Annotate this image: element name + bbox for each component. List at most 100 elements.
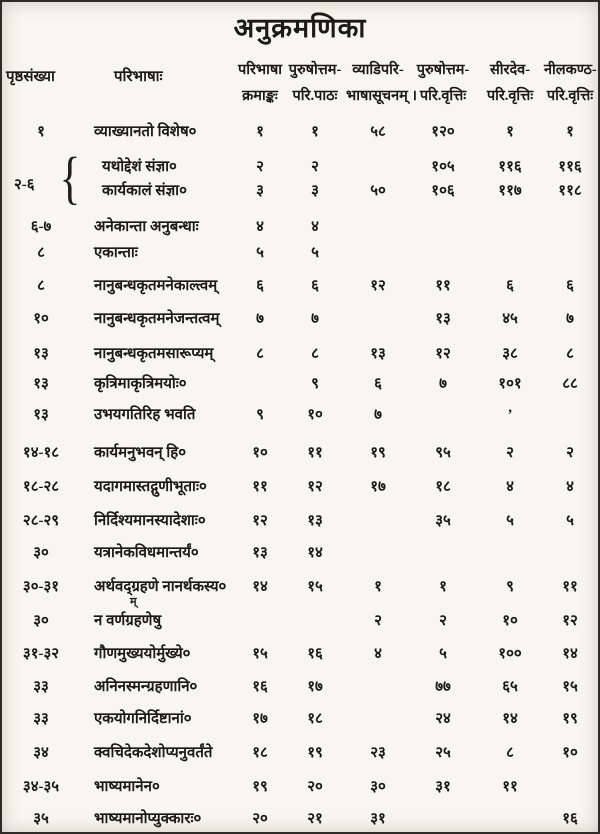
path-cell: ६ [311,278,319,294]
table-row: १० नानुबन्धकृतमनेजन्तत्वम् ७ ७ १३ ४५ ७ [6,309,598,329]
siradeva-cell: १०० [498,646,522,662]
vyadi-cell: ६ [374,376,382,392]
vrtti-cell [410,243,476,263]
paribhasha-cell: न वर्णग्रहणेषु [94,613,162,629]
table-row: १३ उभयगतिरिह भवति ९ १० ७ ’ [6,405,598,425]
path-cell: १२ [307,479,323,495]
column-header-siradeva: सीरदेव- [489,62,531,78]
page-range-cell: ३३ [33,679,49,695]
kramanka-cell: २० [252,811,268,827]
paribhasha-cell: एकान्ताः [94,245,138,261]
path-cell: १८ [307,711,323,727]
nilakantha-cell [544,543,596,563]
paribhasha-cell: नानुबन्धकृतमसारूप्यम् [94,346,214,362]
path-cell: १९ [307,745,323,761]
kramanka-cell: २ [256,159,264,175]
nilakantha-cell: १ [566,124,574,140]
nilakantha-cell: १९ [562,711,578,727]
page-range-cell: १८-२८ [22,479,60,495]
kramanka-cell: ११ [252,479,268,495]
vyadi-cell [346,157,410,177]
table-row: ३५ भाष्यमानोप्युक्कारः० २० २१ ३१ १६ [6,809,598,829]
siradeva-cell: १०१ [498,376,522,392]
page-range-cell: १३ [33,407,49,423]
paribhasha-cell: यथोद्देशं संज्ञा० [102,159,177,175]
page-range-cell: ३० [33,613,49,629]
path-cell: १४ [307,545,323,561]
path-cell: ११ [307,445,323,461]
nilakantha-cell: ४ [566,479,574,495]
paribhasha-cell: भाष्यमानेन० [94,779,160,795]
table-row: ३०-३१ अर्थवद्ग्रहणे नानर्थकस्य० १४ १५ १ १ ९ ११ [6,577,598,597]
table-row: ३४ क्वचिदेकदेशोप्यनुवर्तंते १८ १९ २३ २५ ८ १० [6,743,598,763]
siradeva-cell [476,809,544,829]
table-row: ३४-३५ भाष्यमानेन० १९ २० ३० ३१ ११ [6,777,598,797]
kramanka-cell [236,374,284,394]
kramanka-cell: १ [256,124,264,140]
vyadi-cell: २ [374,613,382,629]
column-header-siradeva-sub: परि.वृत्तिः [486,88,534,104]
table-row: १८-२८ यदागमास्तद्गुणीभूताः० ११ १२ १७ १८ ४ ४ [6,477,598,497]
page-range-cell: १३ [33,346,49,362]
vrtti-cell [410,217,476,237]
vrtti-cell: ५ [439,646,447,662]
kramanka-cell: १९ [252,779,268,795]
paribhasha-cell: क्वचिदेकदेशोप्यनुवर्तंते [94,745,213,761]
path-cell: ३ [311,183,319,199]
vrtti-cell: १३ [435,311,451,327]
nilakantha-cell: १० [562,745,578,761]
column-header-path-sub: परि.पाठः [292,88,338,104]
nilakantha-cell: ५ [566,513,574,529]
paribhasha-cell: निर्दिश्यमानस्यादेशाः० [94,513,206,529]
nilakantha-cell [544,243,596,263]
nilakantha-cell: ८ [566,346,574,362]
paribhasha-cell: यदागमास्तद्गुणीभूताः० [94,479,207,495]
path-cell: १० [307,407,323,423]
siradeva-cell [476,217,544,237]
vrtti-cell: २४ [435,711,451,727]
path-cell: ४ [311,219,319,235]
kramanka-cell: ६ [256,278,264,294]
page-range-cell: ८ [37,245,45,261]
kramanka-cell: ५ [256,245,264,261]
vyadi-cell: १९ [370,445,386,461]
page-range-cell: ३३ [33,711,49,727]
vyadi-cell: ४ [374,646,382,662]
page-title: अनुक्रमणिका [233,13,367,43]
siradeva-cell: ३८ [502,346,518,362]
vyadi-cell: ३१ [370,811,386,827]
kramanka-cell [236,611,284,631]
vrtti-cell: १८ [435,479,451,495]
vrtti-cell: १०५ [431,159,455,175]
page-range-cell: ८ [37,278,45,294]
vrtti-cell [410,543,476,563]
vrtti-cell [410,809,476,829]
page-range-cell: ३४-३५ [22,779,60,795]
paribhasha-cell: नानुबन्धकृतमनेकाल्त्वम् [94,278,218,294]
column-header-vrtti: पुरुषोत्तम- [416,62,470,78]
column-header-page-number: पृष्ठसंख्या [6,69,55,85]
kramanka-cell: १७ [252,711,268,727]
nilakantha-cell: १६ [562,811,578,827]
siradeva-cell: ६५ [502,679,518,695]
vrtti-cell: ३५ [435,513,451,529]
table-row: १३ नानुबन्धकृतमसारूप्यम् ८ ८ १३ १२ ३८ ८ [6,344,598,364]
path-cell: ७ [311,311,319,327]
siradeva-cell: ११ [502,779,518,795]
column-header-vyadi: व्याडिपरि- [352,62,404,78]
vrtti-cell: १२ [435,346,451,362]
group-page-range: २-६ [14,177,35,193]
column-header-line2: क्रमाङ्कः परि.पाठः भाषासूचनम् । परि.वृत्… [6,86,598,106]
column-header-paribhasha: परिभाषाः [114,69,163,85]
page-range-cell: ३०-३१ [22,579,60,595]
paribhasha-cell: अनिनस्मन्ग्रहणानि० [94,679,198,695]
vrtti-cell: ७७ [435,679,451,695]
kramanka-cell: १४ [252,579,268,595]
kramanka-cell: १३ [252,545,268,561]
siradeva-cell: ४५ [502,311,518,327]
column-header-vrtti-sub: परि.वृत्तिः [419,88,467,104]
table-row: ३१-३२ गौणमुख्ययोर्मुख्ये० १५ १६ ४ ५ १०० १४ [6,644,598,664]
table-row: यथोद्देशं संज्ञा० २ २ १०५ ११६ ११६ [6,157,598,177]
column-header-kramanka-sub: क्रमाङ्कः [242,88,278,104]
